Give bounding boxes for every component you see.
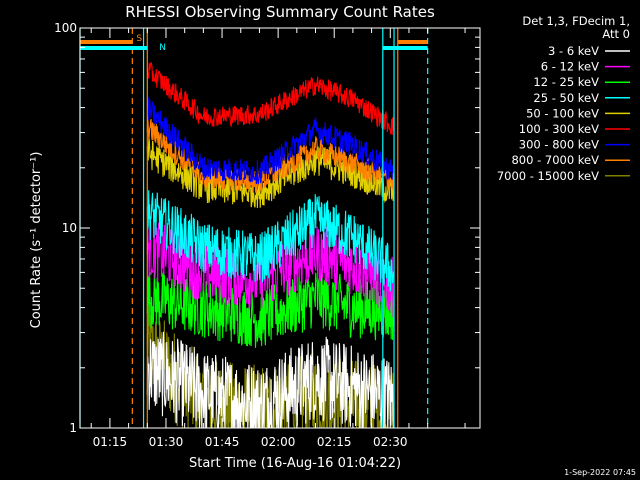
y-tick-label-1: 10 [62,221,77,235]
series-line-3-6-kev [146,331,395,429]
legend-label-12-25-kev: 12 - 25 keV [533,75,599,89]
flag-label-n: N [159,43,166,53]
y-axis-label: Count Rate (s⁻¹ detector⁻¹) [29,152,44,329]
legend-label-6-12-kev: 6 - 12 keV [541,60,599,74]
x-tick-label-3: 02:00 [261,435,296,449]
legend-label-50-100-kev: 50 - 100 keV [526,106,599,120]
flag-label-s: S [136,34,142,44]
x-tick-label-0: 01:15 [93,435,128,449]
y-tick-label-2: 100 [54,21,77,35]
legend-header-line1: Det 1,3, FDecim 1, [522,14,630,28]
series-line-6-12-kev [146,221,395,318]
series-line-50-100-kev [146,138,395,209]
legend-header-line2: Att 0 [602,27,630,41]
series-line-100-300-kev [146,62,395,135]
series-layer [146,62,395,430]
legend-label-100-300-kev: 100 - 300 keV [519,122,599,136]
y-tick-label-0: 1 [69,421,77,435]
x-tick-label-4: 02:15 [317,435,352,449]
legend-label-7000-15000-kev: 7000 - 15000 keV [497,169,599,183]
ticks-layer: 1 10 100 01:15 01:30 01:45 02:00 02:15 02:30 [54,21,480,449]
series-line-12-25-kev [146,269,395,348]
overlay-layer: SN [79,28,429,428]
series-line-800-7000-kev [146,116,395,195]
chart-title: RHESSI Observing Summary Count Rates [125,3,435,21]
x-tick-label-5: 02:30 [373,435,408,449]
x-tick-label-1: 01:30 [149,435,184,449]
series-line-300-800-kev [146,96,395,185]
legend-label-800-7000-kev: 800 - 7000 keV [511,153,599,167]
legend-label-300-800-kev: 300 - 800 keV [519,138,599,152]
legend-label-25-50-kev: 25 - 50 keV [533,91,599,105]
series-line-25-50-kev [146,190,395,292]
timestamp: 1-Sep-2022 07:45 [564,468,636,477]
x-axis-label: Start Time (16-Aug-16 01:04:22) [189,456,401,471]
legend-label-3-6-kev: 3 - 6 keV [548,44,599,58]
x-tick-label-2: 01:45 [205,435,240,449]
